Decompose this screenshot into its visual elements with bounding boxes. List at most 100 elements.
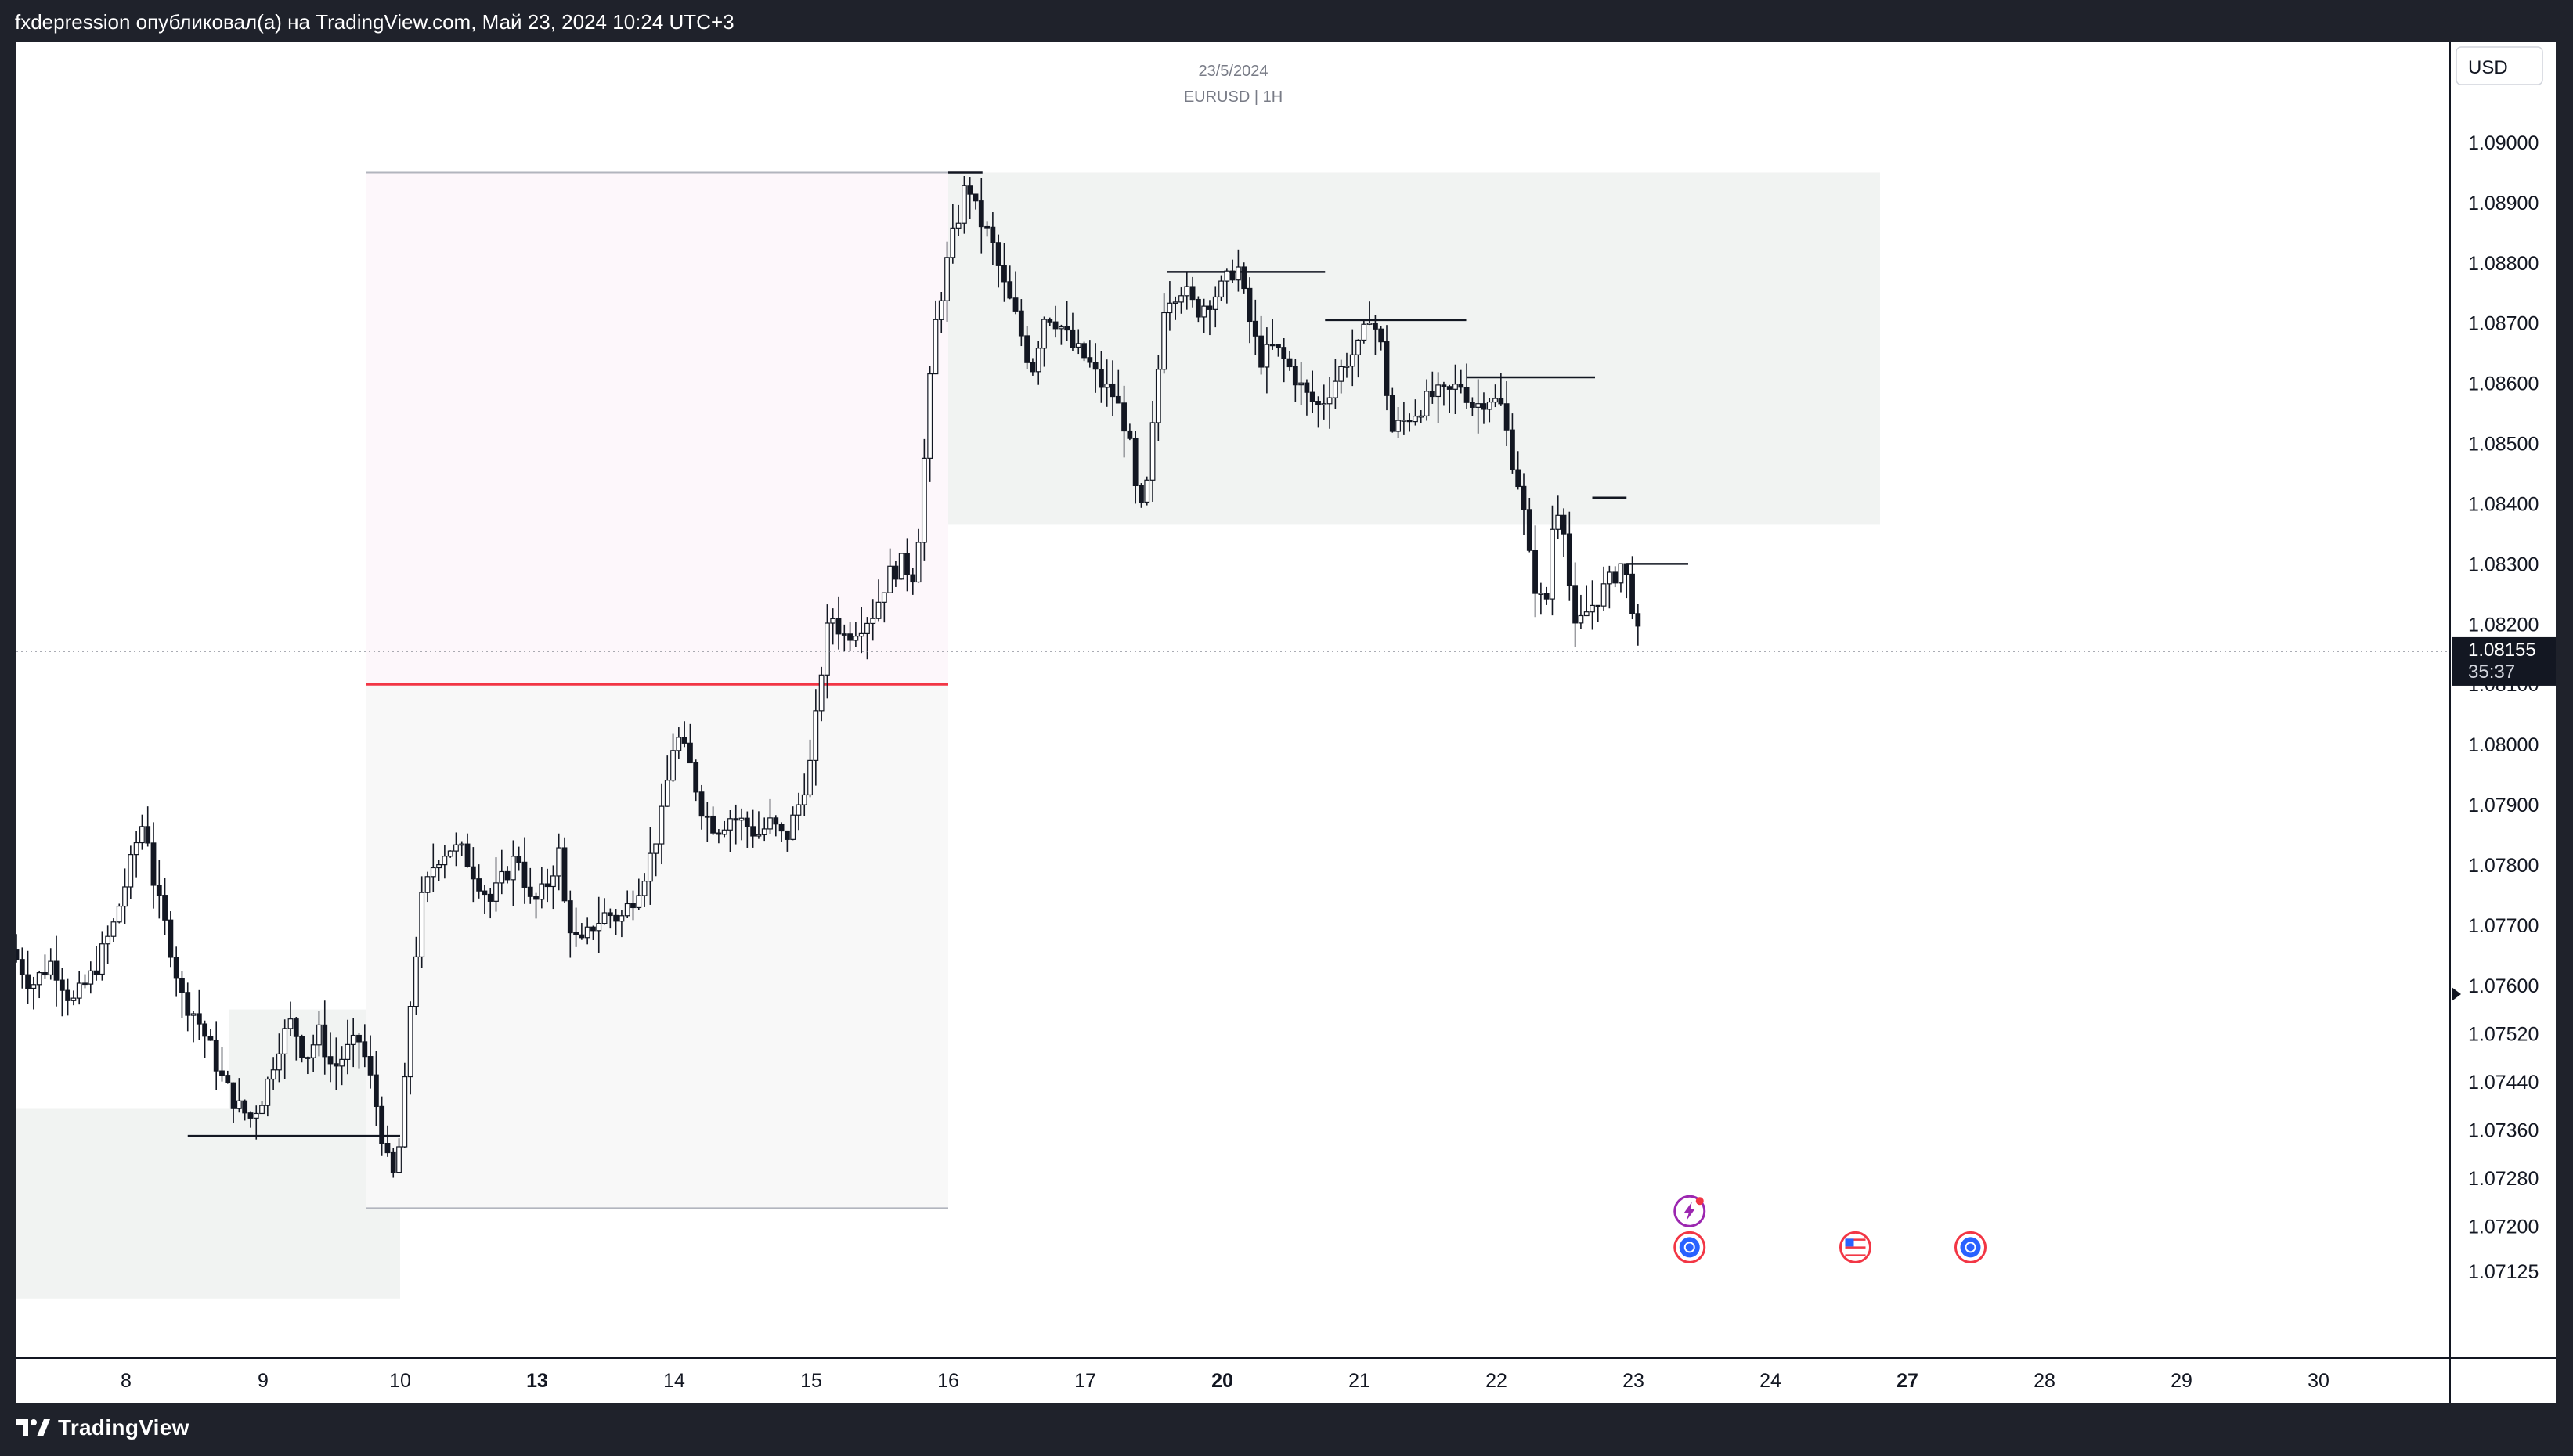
candle [1149,401,1156,503]
time-tick-label: 23 [1622,1370,1644,1392]
time-tick-label: 13 [526,1370,548,1392]
candle [1498,373,1504,406]
candle [641,873,648,907]
candle [556,833,562,891]
candle [265,1076,271,1117]
candle [42,954,48,979]
candle [88,961,94,994]
price-scale[interactable]: USD [2456,46,2543,85]
us-flag-icon[interactable] [1839,1231,1871,1263]
calendar-icon[interactable] [1673,1231,1706,1263]
candle [156,860,162,919]
candle [345,1019,351,1075]
candle [1572,562,1579,647]
candle [561,837,568,903]
candle [590,925,596,940]
candle [813,689,819,786]
candle [1161,293,1167,374]
candle [316,1011,322,1057]
candle [710,806,716,835]
candle [636,878,642,910]
candle [533,892,539,919]
candle [419,876,425,968]
candle [236,1078,242,1113]
candle [356,1033,362,1069]
candle [1139,483,1144,508]
candle [750,809,756,848]
candle [1276,344,1281,357]
currency-label[interactable]: USD [2468,57,2508,78]
candle [716,829,722,844]
candle [1144,476,1150,506]
candle [521,837,528,904]
chart-svg[interactable]: 23/5/2024 EURUSD | 1H USD 1.09000 1.08900… [13,42,2556,1403]
candle [493,857,499,912]
candle [613,909,619,935]
currency-box[interactable] [2456,46,2543,85]
time-tick-label: 9 [258,1370,269,1392]
price-tick-label: 1.07200 [2468,1216,2539,1238]
candle [424,871,431,903]
candle [1030,358,1036,376]
candle [1600,566,1607,611]
candle [1184,271,1190,310]
candle [1543,586,1550,605]
candle [681,721,687,748]
candle [202,1020,208,1058]
time-scale[interactable]: 8 9 10 13 14 15 16 17 20 21 22 23 24 27 28 29 30 [121,1370,2329,1392]
chart-area[interactable]: 23/5/2024 EURUSD | 1H USD 1.09000 1.08900… [13,42,2556,1403]
candle [841,624,847,651]
candle [327,1032,334,1083]
candle [1155,355,1161,441]
candle [1538,582,1544,615]
candle [339,1046,345,1086]
candle [835,596,842,650]
candle [944,241,950,322]
price-tick-label: 1.07520 [2468,1023,2539,1045]
candle [504,866,511,884]
candle [1606,565,1612,609]
candle [539,867,545,909]
candle [1281,337,1287,383]
time-tick-label: 20 [1211,1370,1233,1392]
candle [1441,381,1447,406]
candle [1236,249,1241,292]
candle [1167,281,1173,331]
candle [927,366,933,482]
candle [65,978,71,1016]
candle [756,811,762,839]
candle [447,850,453,858]
candle [738,808,745,841]
calendar-icon[interactable] [1954,1231,1987,1263]
lightning-icon[interactable] [1673,1195,1706,1227]
candle [893,560,899,587]
tradingview-logo[interactable]: TradingView [16,1415,189,1440]
candle [59,968,65,1017]
candle [259,1101,265,1115]
candle [367,1035,374,1089]
candle [482,885,488,914]
candle [567,890,573,958]
candle [1526,498,1532,553]
candle [1618,563,1624,593]
candle [1264,327,1270,394]
candle [82,974,88,989]
candle [208,1029,214,1041]
candle [516,846,522,871]
candle [1424,379,1430,421]
candle [1315,396,1321,428]
candle [1475,379,1481,434]
candle [978,178,984,254]
candle [70,990,77,1006]
candle [1298,362,1305,405]
candle [1486,398,1492,423]
time-tick-label: 10 [389,1370,411,1392]
candle [1252,299,1258,355]
price-tick-label: 1.08300 [2468,553,2539,575]
candle [1418,410,1424,424]
candle [76,971,82,1005]
candle [1503,381,1510,446]
candle [1064,301,1070,341]
candle [1178,287,1184,314]
candle [619,910,625,938]
